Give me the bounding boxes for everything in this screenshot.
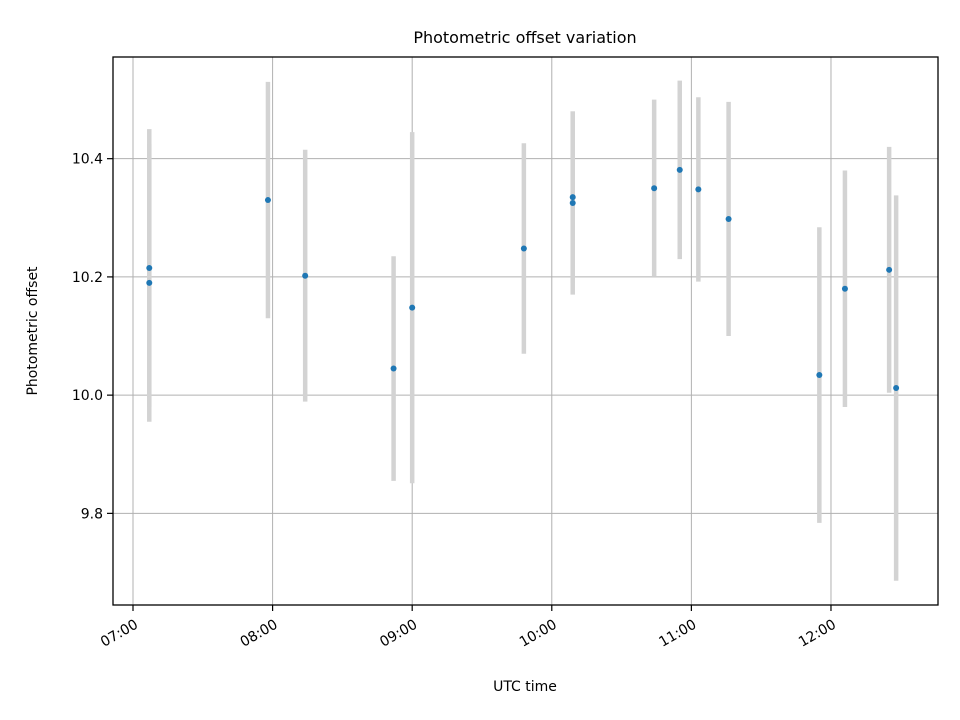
data-point <box>725 215 732 222</box>
y-axis-ticks: 9.8 10.0 10.2 10.4 <box>72 152 113 522</box>
y-axis-label: Photometric offset <box>25 266 41 396</box>
data-point <box>816 372 823 379</box>
y-tick-label: 10.4 <box>72 152 103 168</box>
data-points <box>146 166 900 392</box>
data-point <box>569 194 576 201</box>
grid-lines <box>113 57 938 605</box>
data-point <box>651 185 658 192</box>
data-point <box>146 279 153 286</box>
data-point <box>390 365 397 372</box>
y-tick-label: 10.0 <box>72 388 103 404</box>
data-point <box>893 385 900 392</box>
data-point <box>569 200 576 207</box>
plot-frame <box>112 56 939 606</box>
data-point <box>676 166 683 173</box>
data-point <box>695 186 702 193</box>
data-point <box>264 197 271 204</box>
data-point <box>302 272 309 279</box>
chart-title: Photometric offset variation <box>413 28 636 47</box>
data-point <box>841 285 848 292</box>
y-tick-label: 9.8 <box>81 506 103 522</box>
data-point <box>520 245 527 252</box>
data-point <box>886 266 893 273</box>
data-point <box>409 304 416 311</box>
y-tick-label: 10.2 <box>72 270 103 286</box>
data-point <box>146 265 153 272</box>
x-axis-label: UTC time <box>493 679 557 695</box>
